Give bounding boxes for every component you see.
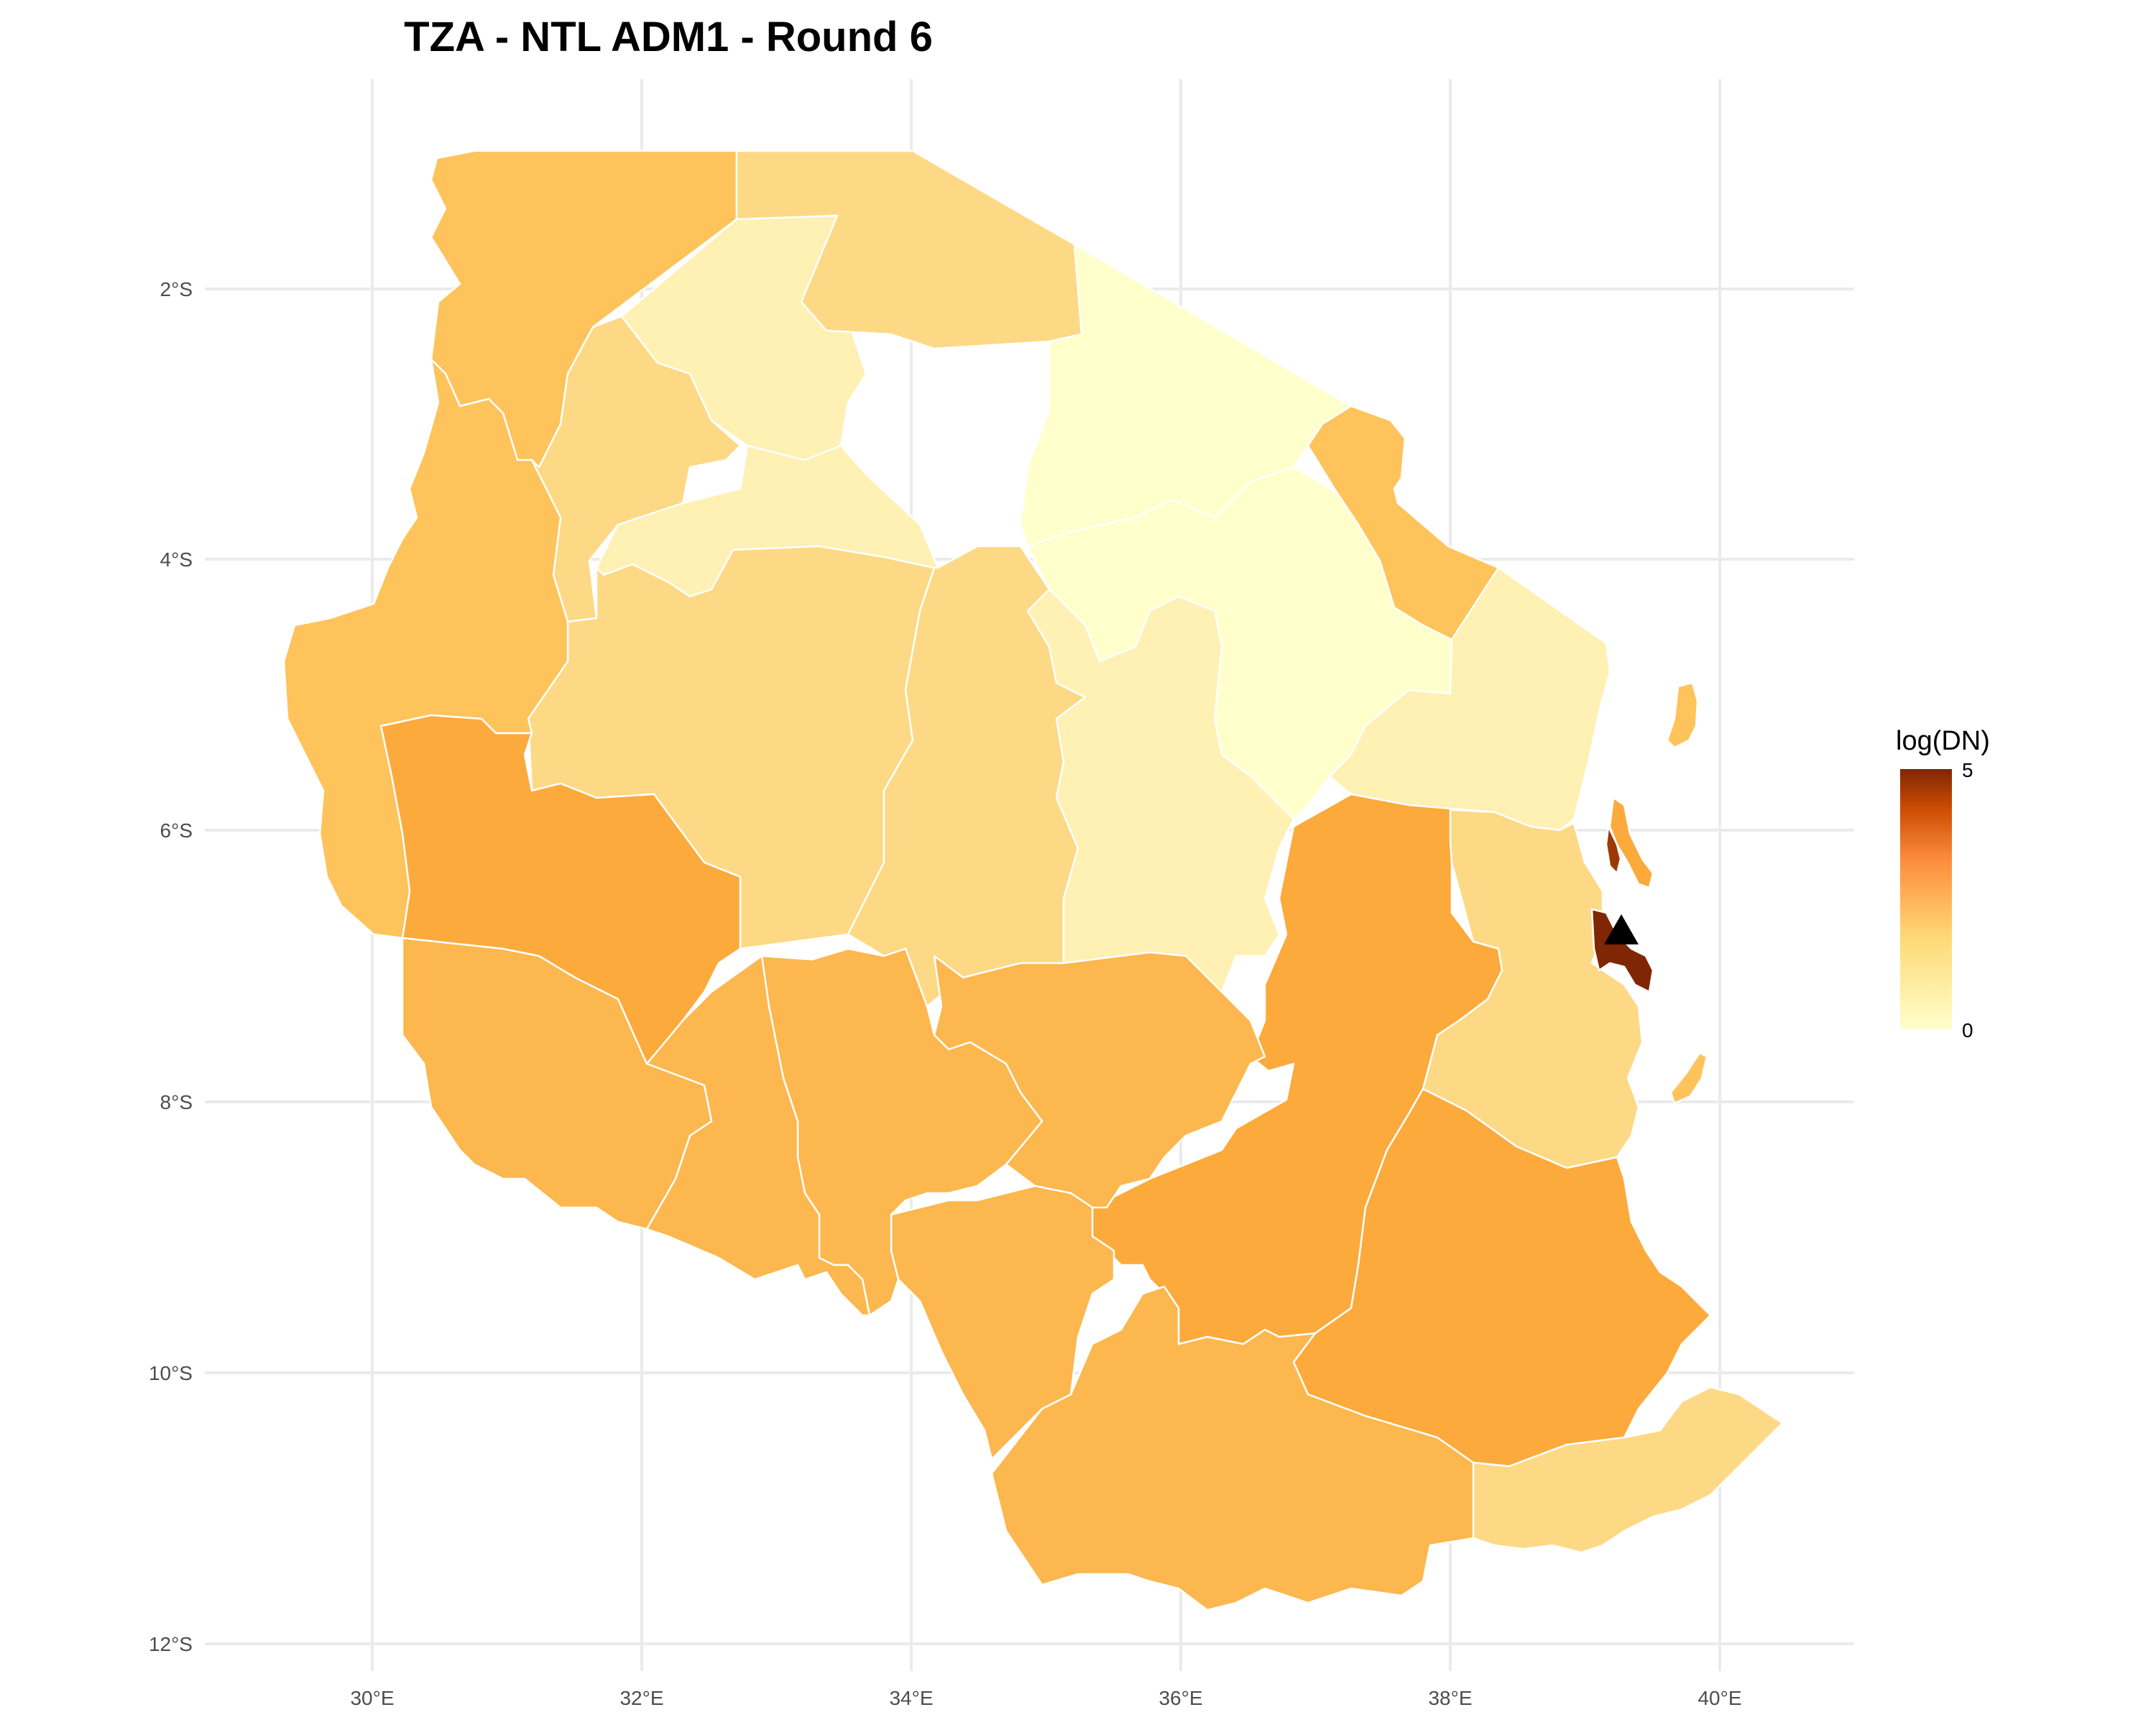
legend-max-label: 5 <box>1962 759 1973 781</box>
region-dodoma <box>1026 588 1295 993</box>
capital-marker <box>1604 914 1639 944</box>
x-tick-label: 32°E <box>619 1687 663 1709</box>
region-mara <box>735 150 1083 350</box>
region-katavi <box>379 714 742 1065</box>
x-tick-label: 36°E <box>1158 1687 1202 1709</box>
y-tick-label: 8°S <box>160 1091 193 1113</box>
legend-colorbar <box>1900 769 1952 1029</box>
region-kigoma <box>282 358 569 939</box>
x-tick-label: 40°E <box>1697 1687 1741 1709</box>
y-tick-label: 2°S <box>160 278 193 300</box>
legend-title: log(DN) <box>1896 726 1990 756</box>
region-njombe <box>890 1184 1115 1460</box>
region-pemba <box>1666 681 1699 749</box>
y-tick-label: 4°S <box>160 548 193 571</box>
region-mafia <box>1669 1052 1708 1105</box>
y-axis-ticks: 2°S 4°S 6°S 8°S 10°S 12°S <box>149 278 193 1655</box>
region-ruvuma <box>990 1285 1475 1611</box>
x-axis-ticks: 30°E 32°E 34°E 36°E 38°E 40°E <box>350 1687 1741 1709</box>
x-tick-label: 38°E <box>1428 1687 1472 1709</box>
x-tick-label: 30°E <box>350 1687 394 1709</box>
y-tick-label: 12°S <box>149 1633 193 1655</box>
legend-min-label: 0 <box>1962 1019 1973 1041</box>
map-title: TZA - NTL ADM1 - Round 6 <box>404 14 933 60</box>
regions <box>282 150 1784 1611</box>
region-mtwara <box>1472 1386 1784 1554</box>
y-tick-label: 10°S <box>149 1362 193 1384</box>
region-unguja-urban <box>1605 825 1622 875</box>
y-tick-label: 6°S <box>160 819 193 842</box>
x-tick-label: 34°E <box>889 1687 933 1709</box>
